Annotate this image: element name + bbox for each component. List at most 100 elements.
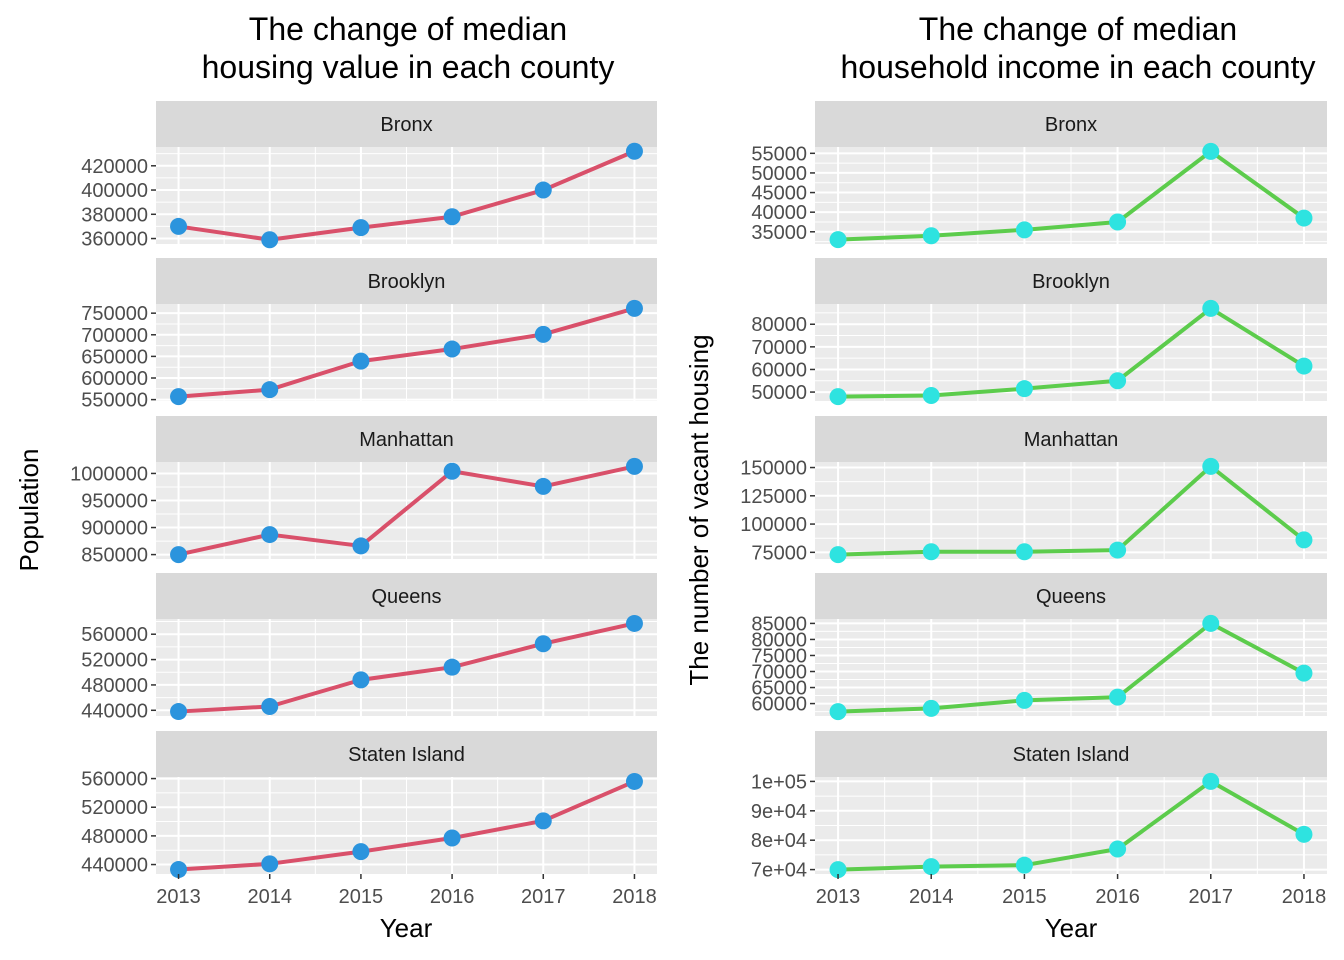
data-point-2015 [1015,691,1033,709]
x-tick-label: 2016 [430,886,475,908]
data-point-2013 [829,231,847,249]
data-point-2013 [170,546,188,564]
y-tick-label: 9e+04 [751,801,807,823]
data-point-2013 [829,703,847,721]
facet-strip [815,573,1327,619]
data-point-2015 [1015,856,1033,874]
y-tick-label: 950000 [81,490,148,512]
y-tick-label: 45000 [751,183,807,205]
x-tick-label: 2017 [521,886,566,908]
y-tick-label: 600000 [81,368,148,390]
y-tick-label: 560000 [81,769,148,791]
y-tick-label: 1000000 [70,463,148,485]
facet-strip-label: Staten Island [1013,744,1130,766]
x-tick-label: 2015 [339,886,384,908]
data-point-2015 [1015,221,1033,239]
series-line [178,779,636,872]
data-point-2017 [534,477,552,495]
y-tick-label: 440000 [81,855,148,877]
data-point-2015 [1015,543,1033,561]
x-tick-label: 2017 [1189,886,1234,908]
series-line [837,779,1305,872]
facet-strip-label: Brooklyn [1032,271,1110,293]
x-tick-label: 2016 [1095,886,1140,908]
data-point-2015 [352,352,370,370]
x-tick-label: 2014 [247,886,292,908]
y-tick-label: 480000 [81,675,148,697]
data-point-2013 [829,546,847,564]
y-tick-label: 35000 [751,222,807,244]
data-point-2018 [1295,209,1313,227]
y-tick-label: 150000 [740,458,807,480]
data-point-2018 [625,614,643,632]
data-point-2014 [261,855,279,873]
data-point-2013 [170,861,188,879]
facet-strip [815,101,1327,147]
data-point-2014 [922,543,940,561]
facet-strip [815,416,1327,462]
chart-title-line-1: The change of median [249,11,567,47]
data-point-2014 [922,386,940,404]
y-axis-title: Population [14,449,44,572]
data-point-2017 [534,812,552,830]
series-line [837,464,1306,557]
series-line [178,464,635,557]
y-tick-label: 75000 [751,542,807,564]
data-point-2014 [261,697,279,715]
data-point-2016 [1109,541,1127,559]
data-point-2013 [829,861,847,879]
y-tick-label: 440000 [81,700,148,722]
y-tick-label: 380000 [81,204,148,226]
y-tick-label: 65000 [751,678,807,700]
series-line [837,621,1305,714]
y-tick-label: 700000 [81,325,148,347]
data-point-2014 [261,231,279,249]
data-point-2018 [1295,664,1313,682]
data-point-2013 [170,703,188,721]
series-line [178,306,636,399]
data-point-2018 [1295,531,1313,549]
y-tick-label: 60000 [751,694,807,716]
data-point-2017 [534,181,552,199]
x-tick-label: 2013 [156,886,201,908]
y-tick-label: 560000 [81,624,148,646]
data-point-2016 [443,658,461,676]
y-tick-label: 60000 [751,359,807,381]
data-point-2018 [1295,357,1313,375]
data-point-2013 [170,388,188,406]
facet-strip [156,416,657,462]
chart-title-line-2: housing value in each county [202,49,615,85]
y-tick-label: 55000 [751,143,807,165]
x-tick-label: 2014 [909,886,954,908]
y-tick-label: 80000 [751,314,807,336]
data-point-2018 [625,457,643,475]
data-point-2015 [352,219,370,237]
facet-strip [156,573,657,619]
data-point-2016 [1109,372,1127,390]
series-line [178,621,635,714]
y-tick-label: 40000 [751,202,807,224]
data-point-2013 [829,388,847,406]
y-tick-label: 125000 [740,486,807,508]
series-line [838,306,1306,399]
y-tick-label: 70000 [751,662,807,684]
y-tick-label: 75000 [751,645,807,667]
facet-strip [815,731,1327,777]
data-point-2014 [261,381,279,399]
data-point-2015 [1015,380,1033,398]
data-point-2015 [352,537,370,555]
y-tick-label: 520000 [81,650,148,672]
series-line [837,149,1306,242]
facet-strip-label: Brooklyn [368,271,446,293]
x-tick-label: 2015 [1002,886,1047,908]
y-tick-label: 50000 [751,382,807,404]
data-point-2016 [1109,840,1127,858]
facet-strip-label: Manhattan [359,429,454,451]
